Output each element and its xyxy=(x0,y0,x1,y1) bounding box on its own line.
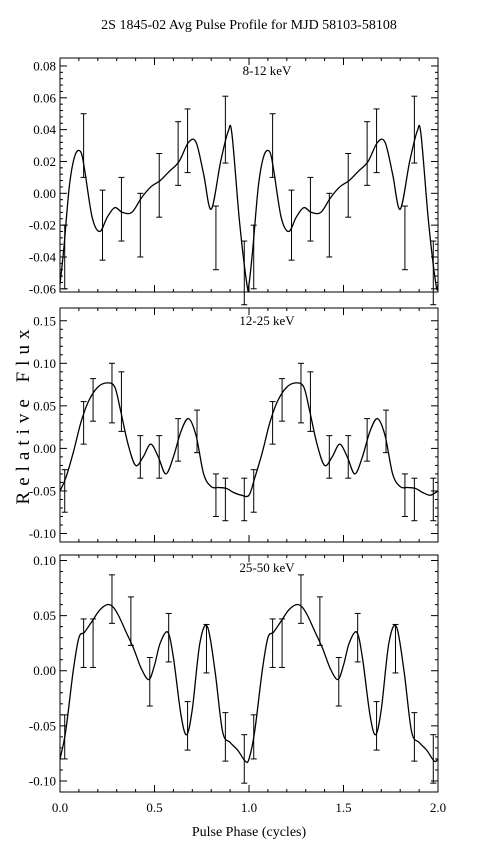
x-tick-label: 1.0 xyxy=(241,800,257,815)
y-tick-label: 0.10 xyxy=(33,356,56,371)
y-tick-label: 0.10 xyxy=(33,553,56,568)
y-tick-label: 0.06 xyxy=(33,90,56,105)
profile-curve xyxy=(59,603,439,764)
panel-frame xyxy=(59,57,439,293)
y-tick-label: -0.06 xyxy=(29,281,57,296)
panel-1: -0.06 -0.04 -0.02 0.00 0.02 0.04 0.06 0.08 8-12 … xyxy=(29,57,439,306)
x-tick-label: 1.5 xyxy=(335,800,351,815)
y-tick-label: -0.05 xyxy=(29,483,56,498)
y-tick-label: 0.08 xyxy=(33,58,56,73)
profile-curve xyxy=(59,124,439,292)
y-tick-label: -0.05 xyxy=(29,718,56,733)
y-tick-label: -0.10 xyxy=(29,773,56,788)
y-tick-label: 0.00 xyxy=(33,186,56,201)
y-tick-label: 0.00 xyxy=(33,663,56,678)
energy-band-label: 12-25 keV xyxy=(239,313,295,328)
x-tick-label: 2.0 xyxy=(430,800,446,815)
y-tick-label: 0.04 xyxy=(33,122,56,137)
x-tick-label: 0.0 xyxy=(52,800,68,815)
y-tick-label: -0.02 xyxy=(29,218,56,233)
y-tick-label: 0.05 xyxy=(33,398,56,413)
y-tick-label: 0.05 xyxy=(33,608,56,623)
panel-2: -0.10 -0.05 0.00 0.05 0.10 0.15 12-25 keV xyxy=(29,307,439,543)
panel-frame xyxy=(59,554,439,793)
y-tick-label: -0.10 xyxy=(29,526,56,541)
panel-3: -0.10 -0.05 0.00 0.05 0.10 0.0 0.5 1.0 1.5 2.0 25-… xyxy=(29,553,446,815)
x-axis-label: Pulse Phase (cycles) xyxy=(191,825,307,840)
chart-title: 2S 1845-02 Avg Pulse Profile for MJD 581… xyxy=(101,18,397,33)
y-tick-label: 0.15 xyxy=(33,313,56,328)
y-tick-label: -0.04 xyxy=(29,249,57,264)
energy-band-label: 8-12 keV xyxy=(243,63,292,78)
y-tick-label: 0.00 xyxy=(33,441,56,456)
x-tick-label: 0.5 xyxy=(146,800,162,815)
profile-curve xyxy=(59,382,439,498)
energy-band-label: 25-50 keV xyxy=(239,560,295,575)
y-tick-label: 0.02 xyxy=(33,154,56,169)
